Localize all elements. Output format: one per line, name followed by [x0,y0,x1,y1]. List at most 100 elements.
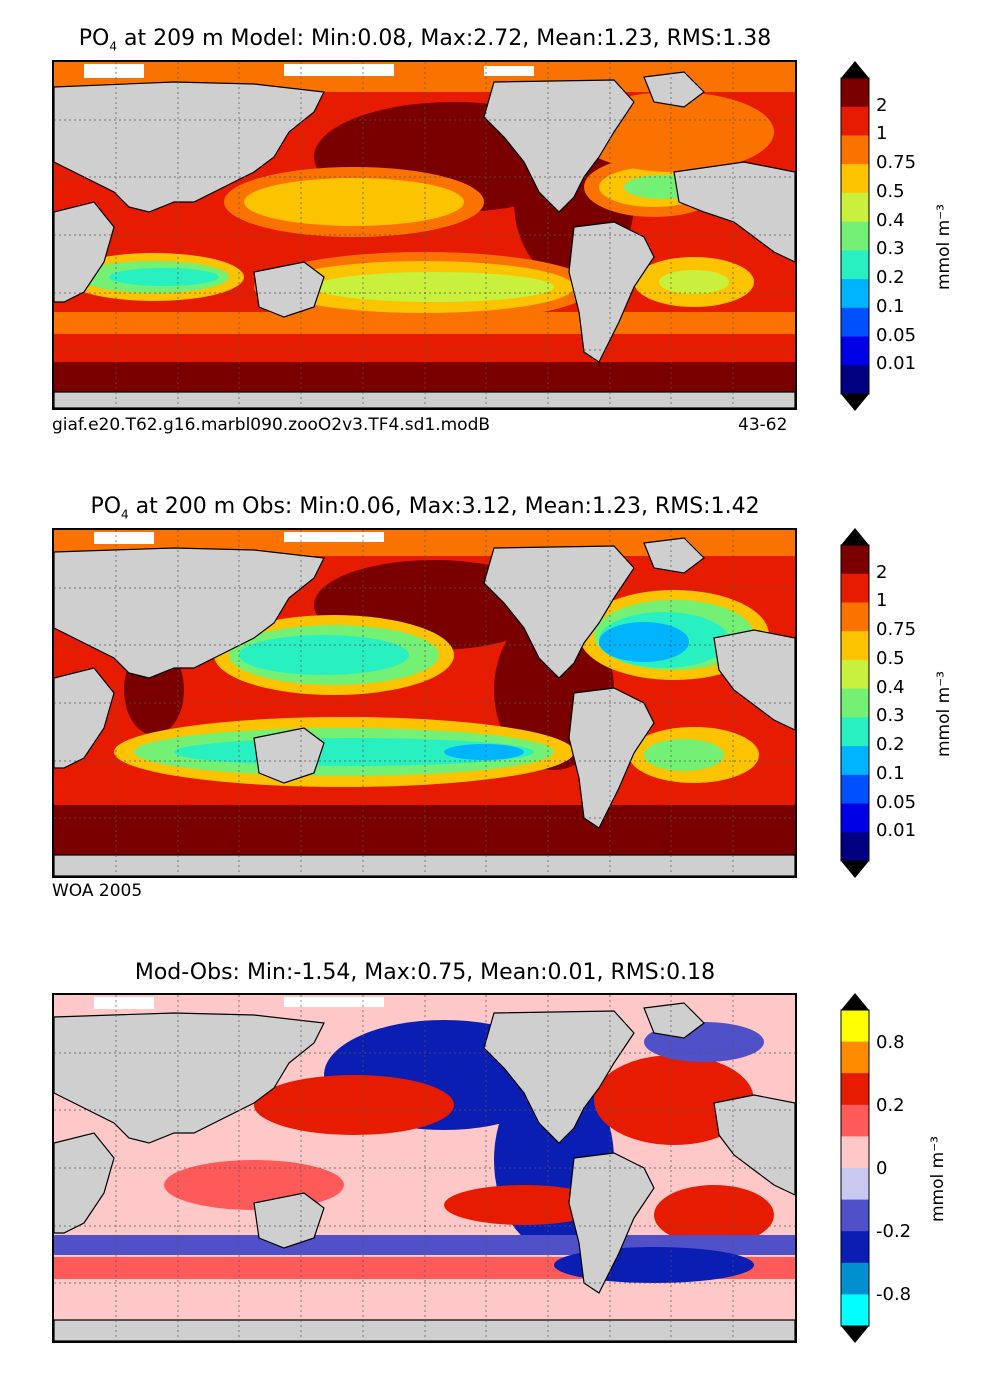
ice-patch [284,997,384,1007]
graticule [54,995,795,1341]
colorbar-segment [841,545,869,575]
colorbar-segment [841,717,869,747]
colorbar-segment [841,1073,869,1106]
colorbar-segment [841,832,869,862]
colorbar-tick-label: 0.75 [876,152,917,174]
panel3-colorbar-svg [840,993,870,1343]
panel1-caption-left: giaf.e20.T62.g16.marbl090.zooO2v3.TF4.sd… [52,415,491,435]
np-gyre-cyan [239,635,409,675]
sa-positive [654,1185,774,1245]
colorbar-tick-label: 0.4 [876,209,905,231]
panel2-map-svg [54,530,795,876]
africa-land-east [713,1094,795,1196]
africa-land-west [54,667,115,769]
colorbar-segment [841,1231,869,1264]
colorbar-tick-label: 0.5 [876,180,905,202]
colorbar-tick-label: 0.01 [876,353,917,375]
colorbar-segment [841,1010,869,1043]
sp-gyre-blue [444,744,524,760]
colorbar-segment [841,774,869,805]
africa-land-east [713,629,795,731]
colorbar-tick-label: 0.4 [876,676,905,698]
sp-gyre-green [314,272,554,302]
colorbar-tick-label: 1 [876,123,888,145]
south-america-land [568,221,655,363]
south-red-band [54,334,795,362]
colorbar-tick-label: 2 [876,561,888,583]
africa-land-west [54,201,115,303]
antarctica-land [54,391,795,408]
australia-land [253,261,325,318]
colorbar-segment [841,307,869,338]
colorbar-tick-label: -0.8 [876,1284,912,1306]
sa-gyre-green [644,739,724,771]
colorbar-segment [841,106,869,136]
ice-patch [94,532,154,544]
greenland-land [643,71,705,108]
colorbar-segment [841,250,869,280]
colorbar-segment [841,192,869,223]
panel1-caption-right: 43-62 [738,415,788,435]
colorbar-tick-label: 1 [876,590,888,612]
greenland-land [643,1002,705,1039]
panel3-map-svg [54,995,795,1341]
ice-patch [484,66,534,76]
colorbar-tick-label: 0.75 [876,619,917,641]
colorbar-extend-bottom [841,1326,869,1343]
australia-land [253,1192,325,1249]
panel2-colorbar-svg [840,528,870,878]
colorbar-tick-label: 0 [876,1158,888,1179]
colorbar-extend-bottom [841,861,869,878]
panel1-map-svg [54,62,795,408]
graticule [54,62,795,408]
colorbar-tick-label: 2 [876,94,888,116]
colorbar-tick-label: 0.05 [876,791,917,813]
panel3-colorbar-label: mmol m⁻³ [928,1136,948,1222]
panel2-colorbar-label: mmol m⁻³ [934,671,954,757]
colorbar-segment [841,1294,869,1327]
colorbar-tick-label: 0.3 [876,705,905,727]
colorbar-segment [841,279,869,309]
na-gyre-blue [599,622,689,662]
colorbar-frame [840,77,870,395]
eurasia-land [54,1012,325,1144]
eurasia-land [54,547,325,679]
colorbar-segment [841,1136,869,1169]
colorbar-extend-top [841,528,869,545]
colorbar-tick-label: 0.8 [876,1031,905,1053]
colorbar-segment [841,1104,869,1137]
colorbar-segment [841,1041,869,1074]
np-positive [254,1075,454,1135]
south-america-land [568,1152,655,1294]
colorbar-segment [841,1168,869,1201]
panel3-colorbar [840,992,870,1348]
ice-patches [84,64,534,78]
colorbar-segment [841,336,869,366]
antarctica-land [54,1319,795,1341]
colorbar-segment [841,688,869,718]
colorbar-segment [841,573,869,603]
panel3-title: Mod-Obs: Min:-1.54, Max:0.75, Mean:0.01,… [134,960,716,985]
panel1-colorbar [840,60,870,416]
panel1-colorbar-svg [840,61,870,411]
colorbar-tick-label: 0.2 [876,734,905,756]
colorbar-segment [841,365,869,395]
colorbar-tick-label: 0.5 [876,647,905,669]
ice-patch [94,997,154,1009]
colorbar-segment [841,631,869,661]
colorbar-tick-label: 0.2 [876,267,905,289]
panel1-colorbar-label: mmol m⁻³ [934,204,954,290]
greenland-land [643,537,705,574]
ice-patches [94,997,384,1009]
sa-gyre-green [659,270,729,294]
ice-patch [84,64,144,78]
colorbar-segment [841,803,869,833]
colorbar-segment [841,746,869,776]
colorbar-segment [841,602,869,632]
colorbar-extend-bottom [841,394,869,411]
colorbar-tick-label: 0.05 [876,324,917,346]
ice-patch [284,532,384,542]
colorbar-frame [840,544,870,862]
panel2-colorbar [840,527,870,883]
colorbar-frame [840,1009,870,1327]
